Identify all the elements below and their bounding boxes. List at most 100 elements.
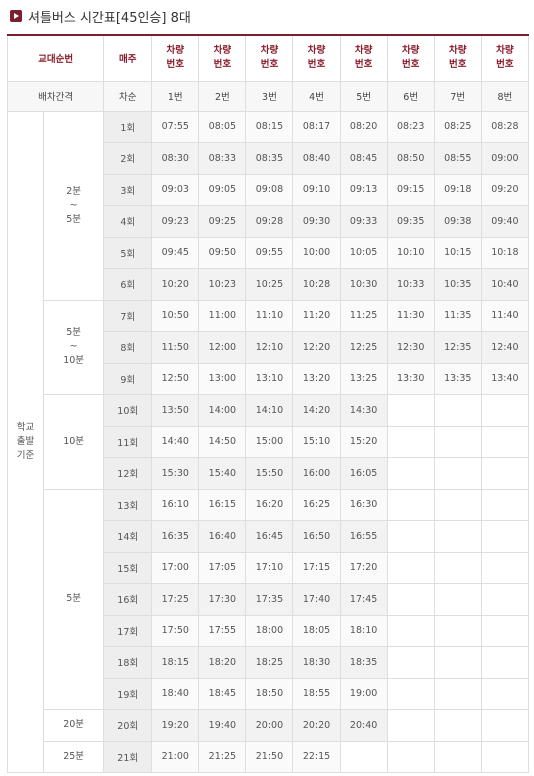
round-count: 20회 xyxy=(103,709,153,742)
departure-time: 13:00 xyxy=(198,362,247,395)
departure-time: 19:20 xyxy=(151,709,200,742)
departure-time: 09:30 xyxy=(292,205,341,238)
departure-time: 09:50 xyxy=(198,236,247,269)
empty-cell xyxy=(386,425,435,458)
departure-time: 14:50 xyxy=(198,425,247,458)
subheader-row: 배차간격 차순 1번 2번 3번 4번 5번 6번 7번 8번 xyxy=(6,80,530,112)
departure-time: 18:20 xyxy=(198,646,247,679)
departure-time: 13:50 xyxy=(151,394,200,427)
round-count: 12회 xyxy=(103,457,153,490)
departure-time: 16:45 xyxy=(245,520,294,553)
subheader-interval: 배차간격 xyxy=(6,80,105,112)
departure-time: 18:15 xyxy=(151,646,200,679)
table-row: 8회 11:50 12:00 12:10 12:20 12:25 12:30 12:35 12:… xyxy=(8,331,530,364)
table-row: 25분 21회 21:00 21:25 21:50 22:15 xyxy=(8,740,530,773)
vehicle-no-label: 차량 번호 xyxy=(213,45,232,71)
vehicle-no-label: 차량 번호 xyxy=(354,45,373,71)
round-count: 18회 xyxy=(103,646,153,679)
departure-time: 16:25 xyxy=(292,488,341,521)
departure-time: 19:00 xyxy=(339,677,388,710)
departure-time: 12:30 xyxy=(386,331,435,364)
empty-cell xyxy=(480,551,530,584)
departure-time: 16:15 xyxy=(198,488,247,521)
departure-time: 11:40 xyxy=(480,299,530,332)
title-bar: 셔틀버스 시간표[45인승] 8대 xyxy=(0,0,534,34)
empty-cell xyxy=(480,709,530,742)
table-row: 학교 출발 기준 2분 ~5분 1회 07:55 08:05 08:15 08:17 08:20 08… xyxy=(6,110,530,773)
departure-time: 13:20 xyxy=(292,362,341,395)
round-count: 2회 xyxy=(103,142,153,175)
interval-group: 2분 ~5분 xyxy=(43,110,105,301)
departure-time: 12:20 xyxy=(292,331,341,364)
timetable: 교대순번 매주 차량 번호 차량 번호 차량 번호 차량 번호 차량 번호 차량 번호 차량… xyxy=(6,34,530,773)
departure-time: 15:00 xyxy=(245,425,294,458)
table-row: 5회 09:45 09:50 09:55 10:00 10:05 10:10 10:15 10:… xyxy=(8,236,530,269)
header-vehicle-6: 차량 번호 xyxy=(386,34,435,82)
departure-time: 10:10 xyxy=(386,236,435,269)
vehicle-no-label: 차량 번호 xyxy=(401,45,420,71)
departure-time: 15:10 xyxy=(292,425,341,458)
departure-time: 09:28 xyxy=(245,205,294,238)
table-row: 20분 20회 19:20 19:40 20:00 20:20 20:40 xyxy=(8,709,530,742)
empty-cell xyxy=(433,583,482,616)
departure-time: 20:40 xyxy=(339,709,388,742)
round-count: 14회 xyxy=(103,520,153,553)
departure-time: 17:50 xyxy=(151,614,200,647)
departure-time: 12:35 xyxy=(433,331,482,364)
round-count: 21회 xyxy=(103,740,153,773)
table-row: 16회 17:25 17:30 17:35 17:40 17:45 xyxy=(8,583,530,616)
departure-time: 18:55 xyxy=(292,677,341,710)
departure-time: 09:15 xyxy=(386,173,435,206)
empty-cell xyxy=(480,425,530,458)
departure-time: 09:35 xyxy=(386,205,435,238)
round-count: 3회 xyxy=(103,173,153,206)
departure-time: 09:05 xyxy=(198,173,247,206)
departure-time: 09:40 xyxy=(480,205,530,238)
table-row: 15회 17:00 17:05 17:10 17:15 17:20 xyxy=(8,551,530,584)
departure-time: 12:40 xyxy=(480,331,530,364)
departure-time: 09:10 xyxy=(292,173,341,206)
interval-group: 25분 xyxy=(43,740,105,773)
departure-time: 16:35 xyxy=(151,520,200,553)
empty-cell xyxy=(386,740,435,773)
bus-number: 4번 xyxy=(292,80,341,112)
departure-time: 21:50 xyxy=(245,740,294,773)
header-vehicle-5: 차량 번호 xyxy=(339,34,388,82)
header-order: 교대순번 xyxy=(6,34,105,82)
departure-time: 18:50 xyxy=(245,677,294,710)
play-icon xyxy=(10,10,22,22)
departure-time: 10:00 xyxy=(292,236,341,269)
departure-time: 09:13 xyxy=(339,173,388,206)
departure-time: 15:50 xyxy=(245,457,294,490)
departure-time: 15:30 xyxy=(151,457,200,490)
empty-cell xyxy=(386,677,435,710)
departure-time: 08:17 xyxy=(292,110,341,143)
departure-time: 09:23 xyxy=(151,205,200,238)
vehicle-no-label: 차량 번호 xyxy=(166,45,185,71)
departure-time: 18:35 xyxy=(339,646,388,679)
table-row: 5분 13회 16:10 16:15 16:20 16:25 16:30 xyxy=(8,488,530,710)
header-vehicle-8: 차량 번호 xyxy=(480,34,530,82)
departure-time: 16:40 xyxy=(198,520,247,553)
bus-number: 3번 xyxy=(245,80,294,112)
round-count: 11회 xyxy=(103,425,153,458)
departure-time: 08:25 xyxy=(433,110,482,143)
departure-time: 08:30 xyxy=(151,142,200,175)
departure-time: 08:20 xyxy=(339,110,388,143)
departure-time: 09:33 xyxy=(339,205,388,238)
departure-time: 14:20 xyxy=(292,394,341,427)
table-row: 2회 08:30 08:33 08:35 08:40 08:45 08:50 08:55 09:… xyxy=(8,142,530,175)
departure-time: 10:05 xyxy=(339,236,388,269)
departure-time: 09:20 xyxy=(480,173,530,206)
departure-time: 17:45 xyxy=(339,583,388,616)
empty-cell xyxy=(433,488,482,521)
vehicle-no-label: 차량 번호 xyxy=(449,45,467,71)
departure-time: 09:18 xyxy=(433,173,482,206)
table-row: 11회 14:40 14:50 15:00 15:10 15:20 xyxy=(8,425,530,458)
empty-cell xyxy=(433,394,482,427)
round-count: 15회 xyxy=(103,551,153,584)
departure-time: 16:00 xyxy=(292,457,341,490)
empty-cell xyxy=(386,614,435,647)
departure-time: 22:15 xyxy=(292,740,341,773)
departure-time: 08:50 xyxy=(386,142,435,175)
